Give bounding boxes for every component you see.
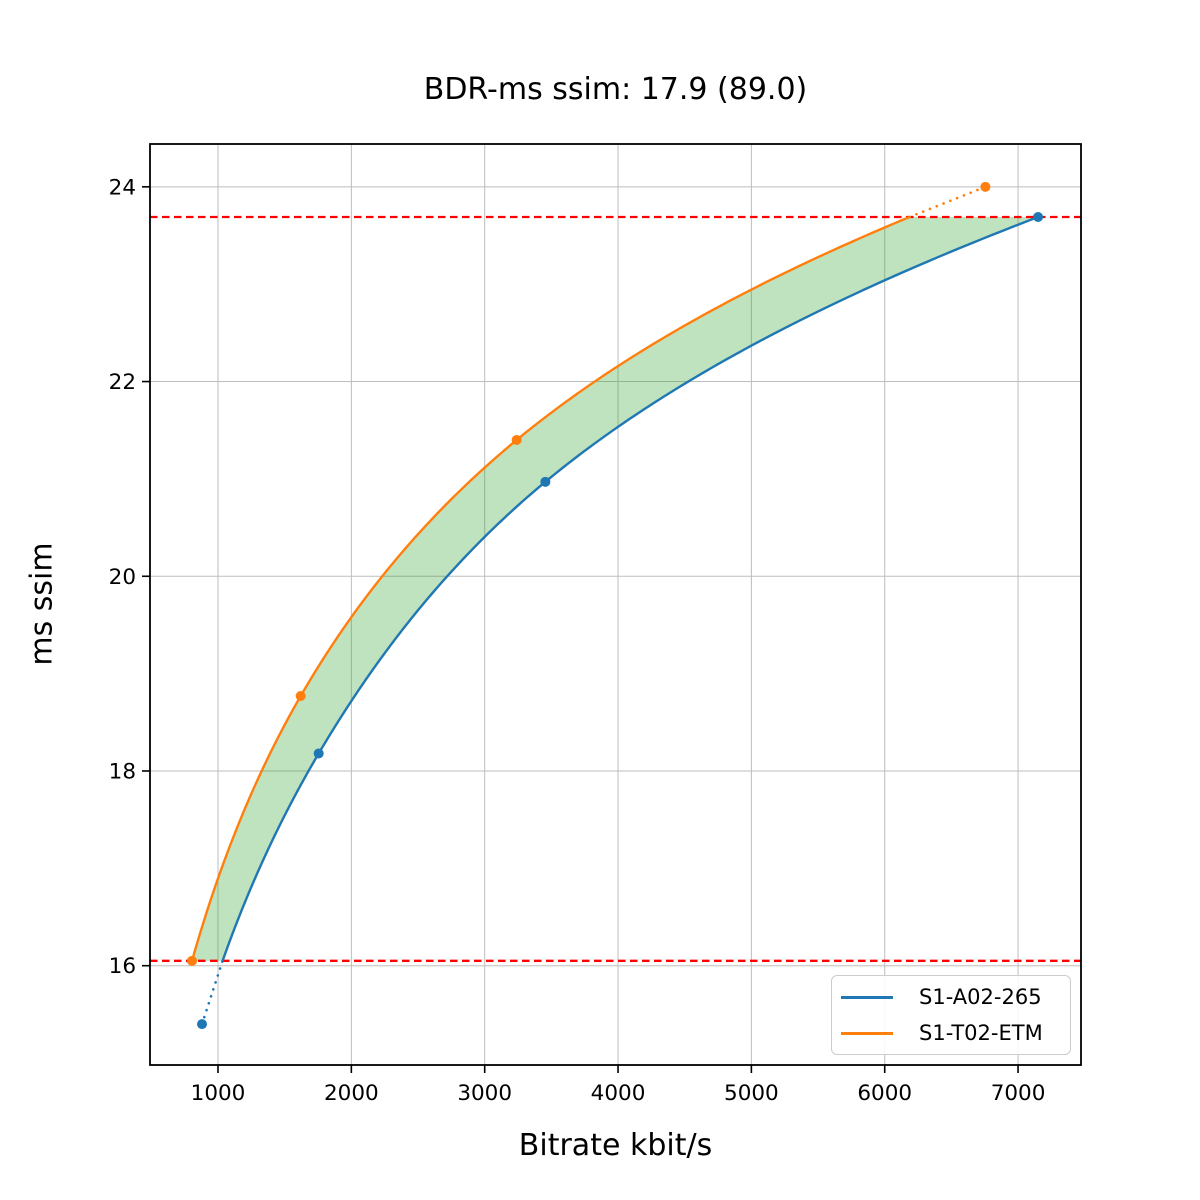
y-tick-label: 20 — [109, 565, 136, 590]
legend-label: S1-T02-ETM — [919, 1021, 1043, 1045]
bd-overlap-fill — [192, 217, 1039, 961]
plot-frame — [149, 143, 1082, 1066]
y-tick-label: 18 — [109, 759, 136, 784]
data-point — [197, 1019, 208, 1030]
x-tick-label: 5000 — [724, 1081, 779, 1106]
x-tick-label: 7000 — [991, 1081, 1046, 1106]
y-axis-ticks: 16 18 20 22 24 — [109, 175, 150, 979]
data-point — [295, 691, 306, 702]
legend: S1-A02-265 S1-T02-ETM — [831, 975, 1071, 1055]
y-axis-label: ms ssim — [24, 542, 60, 666]
series-orange-dotted-extension — [908, 185, 987, 219]
series-blue-dotted-extension — [200, 959, 224, 1026]
y-tick-label: 16 — [109, 954, 136, 979]
x-tick-label: 4000 — [591, 1081, 646, 1106]
y-tick-label: 24 — [109, 175, 136, 200]
data-point — [540, 476, 551, 487]
legend-entry-blue: S1-A02-265 — [832, 980, 1070, 1014]
gridlines — [150, 144, 1081, 1065]
data-point — [187, 955, 198, 966]
overlap-boundary-lines — [150, 215, 1081, 962]
data-point — [1033, 212, 1044, 223]
y-tick-label: 22 — [109, 370, 136, 395]
x-tick-label: 3000 — [457, 1081, 512, 1106]
x-tick-label: 1000 — [191, 1081, 246, 1106]
series-orange-curve — [190, 215, 911, 963]
x-tick-label: 2000 — [324, 1081, 379, 1106]
data-point — [313, 748, 324, 759]
data-point — [511, 434, 522, 445]
x-tick-label: 6000 — [857, 1081, 912, 1106]
x-axis-label: Bitrate kbit/s — [518, 1128, 713, 1163]
legend-entry-orange: S1-T02-ETM — [832, 1016, 1070, 1050]
data-point — [980, 181, 991, 192]
data-point-markers — [187, 181, 1044, 1030]
legend-line-sample-orange — [841, 1031, 893, 1035]
legend-line-sample-blue — [841, 995, 893, 999]
series-blue-curve — [221, 215, 1040, 963]
chart-title: BDR-ms ssim: 17.9 (89.0) — [423, 72, 808, 107]
x-axis-ticks: 1000 2000 3000 4000 5000 6000 7000 — [191, 1065, 1046, 1106]
legend-label: S1-A02-265 — [919, 985, 1042, 1009]
